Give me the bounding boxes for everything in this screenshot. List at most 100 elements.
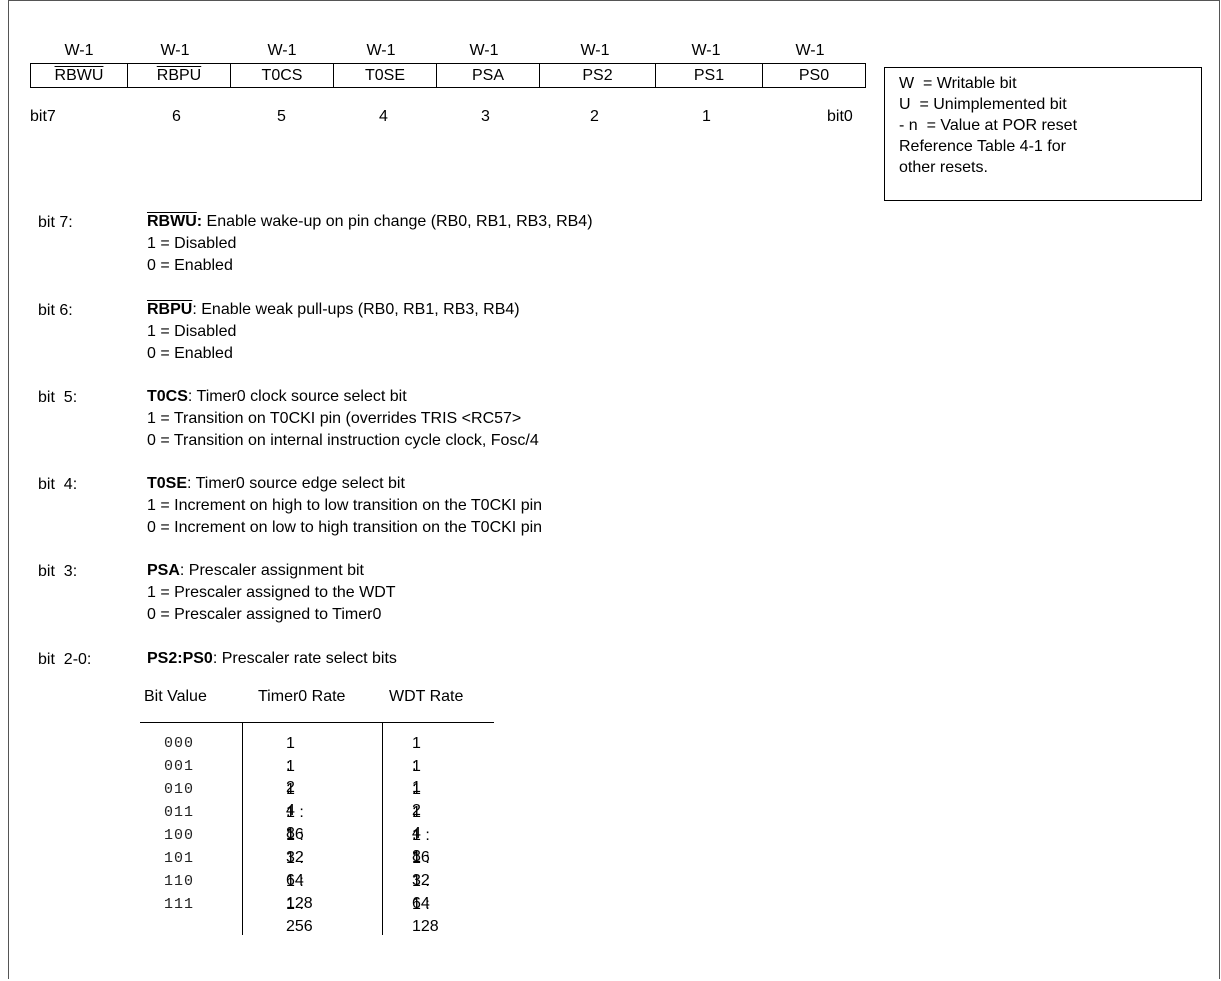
legend-line: - n = Value at POR reset — [899, 117, 1078, 134]
bit4-label: bit 4: — [38, 476, 78, 493]
bit-value-cell: 010 — [164, 781, 195, 798]
table-header-timer0-rate: Timer0 Rate — [258, 688, 346, 705]
bit0-field: PS0 — [763, 64, 865, 87]
wdt-rate-cell: 1 : 16 — [412, 827, 430, 866]
timer0-rate-cell: 1 : 256 — [286, 896, 313, 935]
legend-line: Reference Table 4-1 for — [899, 138, 1066, 155]
bit-value-cell: 111 — [164, 896, 195, 913]
wdt-rate-cell: 1 : 64 — [412, 873, 430, 912]
legend-line: W = Writable bit — [899, 75, 1017, 92]
bit-value-cell: 001 — [164, 758, 195, 775]
bit5-desc-name: T0CS — [147, 388, 188, 405]
bit6-desc-name: RBPU — [147, 301, 193, 318]
timer0-rate-cell: 1 : 64 — [286, 850, 304, 889]
register-bit-fields: RBWU RBPU T0CS T0SE PSA PS2 PS1 PS0 — [30, 63, 866, 88]
legend-line: U = Unimplemented bit — [899, 96, 1067, 113]
bit3-name: PSA — [471, 67, 504, 84]
bit-value-cell: 000 — [164, 735, 195, 752]
wdt-rate-cell: 1 : 8 — [412, 804, 421, 865]
bit6-field: RBPU — [128, 64, 231, 87]
bit2-field: PS2 — [540, 64, 656, 87]
timer0-rate-cell: 1 : 4 — [286, 758, 295, 819]
bit7-field: RBWU — [31, 64, 128, 87]
bit5-desc-title: Timer0 clock source select bit — [192, 388, 407, 405]
column-divider — [382, 723, 383, 935]
timer0-rate-cell: 1 : 16 — [286, 804, 304, 843]
bit-number-3: 3 — [481, 108, 490, 125]
wdt-rate-cell: 1 : 128 — [412, 896, 439, 935]
table-header-bit-value: Bit Value — [144, 688, 207, 705]
bit1-field: PS1 — [656, 64, 763, 87]
legend-line: other resets. — [899, 159, 988, 176]
bit2-0-desc-name: PS2:PS0 — [147, 650, 213, 667]
bit4-desc-title: Timer0 source edge select bit — [191, 475, 405, 492]
bit4-attribute: W-1 — [366, 42, 396, 59]
bit3-desc-line: 0 = Prescaler assigned to Timer0 — [147, 606, 382, 623]
bit3-field: PSA — [437, 64, 540, 87]
bit7-desc-title: Enable wake-up on pin change (RB0, RB1, … — [202, 213, 593, 230]
wdt-rate-cell: 1 : 4 — [412, 781, 421, 842]
bit5-name: T0CS — [261, 67, 303, 84]
bit7-desc-line: 0 = Enabled — [147, 257, 233, 274]
bit1-attribute: W-1 — [691, 42, 721, 59]
bit3-label: bit 3: — [38, 563, 78, 580]
bit3-desc-title: Prescaler assignment bit — [184, 562, 364, 579]
bit2-attribute: W-1 — [580, 42, 610, 59]
bit4-field: T0SE — [334, 64, 437, 87]
bit3-attribute: W-1 — [469, 42, 499, 59]
bit6-attribute: W-1 — [160, 42, 190, 59]
bit4-desc-line: 1 = Increment on high to low transition … — [147, 497, 543, 514]
bit7-description: RBWU: Enable wake-up on pin change (RB0,… — [147, 211, 593, 277]
bit5-label: bit 5: — [38, 389, 78, 406]
bit3-desc-line: 1 = Prescaler assigned to the WDT — [147, 584, 396, 601]
timer0-rate-cell: 1 : 32 — [286, 827, 304, 866]
timer0-rate-cell: 1 : 8 — [286, 781, 295, 842]
bit6-label: bit 6: — [38, 302, 73, 319]
table-header-wdt-rate: WDT Rate — [389, 688, 464, 705]
timer0-rate-cell: 1 : 128 — [286, 873, 313, 912]
bit2-name: PS2 — [582, 67, 613, 84]
bit4-description: T0SE: Timer0 source edge select bit 1 = … — [147, 473, 542, 539]
bit2-0-description: PS2:PS0: Prescaler rate select bits — [147, 650, 397, 667]
bit5-desc-line: 1 = Transition on T0CKI pin (overrides T… — [147, 410, 522, 427]
bit-number-0: bit0 — [827, 108, 853, 125]
bit0-name: PS0 — [798, 67, 830, 84]
bit4-name: T0SE — [364, 67, 405, 84]
bit1-name: PS1 — [693, 67, 725, 84]
bit7-name: RBWU — [54, 67, 104, 84]
bit4-desc-name: T0SE — [147, 475, 188, 492]
table-header-divider — [140, 722, 494, 723]
bit7-label: bit 7: — [38, 214, 73, 231]
bit3-desc-name: PSA — [147, 562, 180, 579]
bit4-desc-line: 0 = Increment on low to high transition … — [147, 519, 543, 536]
bit5-desc-line: 0 = Transition on internal instruction c… — [147, 432, 539, 449]
wdt-rate-cell: 1 : 2 — [412, 758, 421, 819]
bit-value-cell: 101 — [164, 850, 195, 867]
bit-number-2: 2 — [590, 108, 599, 125]
bit7-desc-line: 1 = Disabled — [147, 235, 237, 252]
bit6-desc-title: Enable weak pull-ups (RB0, RB1, RB3, RB4… — [196, 301, 520, 318]
bit-value-cell: 110 — [164, 873, 195, 890]
bit5-field: T0CS — [231, 64, 334, 87]
bit6-desc-line: 0 = Enabled — [147, 345, 233, 362]
timer0-rate-cell: 1 : 2 — [286, 735, 295, 796]
bit-value-cell: 100 — [164, 827, 195, 844]
bit0-attribute: W-1 — [795, 42, 825, 59]
bit2-0-desc-title: Prescaler rate select bits — [217, 650, 397, 667]
bit6-desc-line: 1 = Disabled — [147, 323, 237, 340]
bit2-0-label: bit 2-0: — [38, 651, 92, 668]
bit5-attribute: W-1 — [267, 42, 297, 59]
document-frame — [8, 0, 1220, 979]
bit-number-5: 5 — [277, 108, 286, 125]
bit7-attribute: W-1 — [64, 42, 94, 59]
bit5-description: T0CS: Timer0 clock source select bit 1 =… — [147, 386, 539, 452]
bit-number-6: 6 — [172, 108, 181, 125]
bit-value-cell: 011 — [164, 804, 195, 821]
bit6-name: RBPU — [156, 67, 202, 84]
wdt-rate-cell: 1 : 32 — [412, 850, 430, 889]
column-divider — [242, 723, 243, 935]
bit3-description: PSA: Prescaler assignment bit 1 = Presca… — [147, 560, 396, 626]
wdt-rate-cell: 1 : 1 — [412, 735, 421, 796]
bit6-description: RBPU: Enable weak pull-ups (RB0, RB1, RB… — [147, 299, 520, 365]
bit-number-7: bit7 — [30, 108, 56, 125]
